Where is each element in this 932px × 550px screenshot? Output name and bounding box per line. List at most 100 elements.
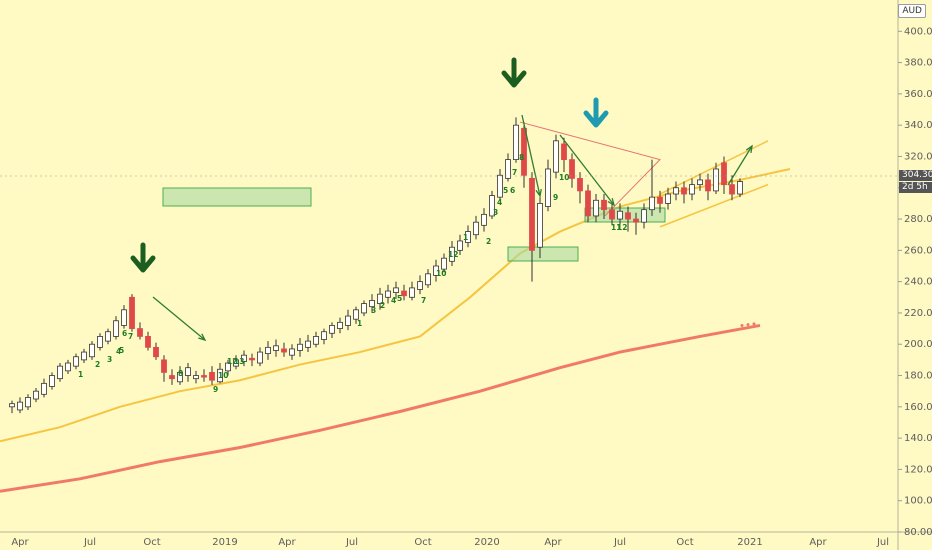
candle xyxy=(529,177,535,251)
support-zone-box xyxy=(507,246,579,262)
count-label: 4 xyxy=(116,347,121,356)
time-tick-label: Apr xyxy=(809,537,827,548)
price-tick-label: 360.00 xyxy=(904,89,932,100)
candle xyxy=(209,371,215,381)
candle xyxy=(9,403,15,408)
candle xyxy=(281,348,287,353)
candle xyxy=(409,287,415,298)
candle xyxy=(57,365,63,380)
candle xyxy=(649,196,655,211)
count-label: 8 xyxy=(519,153,524,162)
count-label: 12 xyxy=(617,223,627,232)
channel-lower-line xyxy=(659,183,769,228)
candle xyxy=(33,390,39,400)
candle xyxy=(441,257,447,270)
candle xyxy=(121,309,127,326)
trend-arrow-head xyxy=(745,144,753,154)
price-tick-label: 80.00 xyxy=(904,527,932,538)
candle xyxy=(49,375,55,387)
count-label: 2 xyxy=(486,237,491,246)
count-label: 3 xyxy=(371,306,376,315)
count-label: 5 xyxy=(119,346,124,355)
candle xyxy=(153,346,159,358)
count-label: 11 xyxy=(611,223,621,232)
count-label: 2 xyxy=(95,360,100,369)
candle xyxy=(249,357,255,361)
candle xyxy=(321,331,327,340)
candle xyxy=(457,240,463,251)
count-label: 3 xyxy=(107,355,112,364)
currency-badge[interactable]: AUD xyxy=(898,4,926,18)
candle xyxy=(225,362,231,372)
price-tick-label: 400.00 xyxy=(904,26,932,37)
time-tick-label: Jul xyxy=(83,537,96,548)
candle xyxy=(641,209,647,223)
price-tick-label: 100.00 xyxy=(904,496,932,507)
candle xyxy=(721,162,727,186)
candle xyxy=(185,367,191,376)
trend-arrow-head xyxy=(198,333,207,342)
candle xyxy=(177,371,183,383)
candle xyxy=(65,362,71,372)
count-label: 8 xyxy=(178,369,183,378)
count-label: 10 xyxy=(218,371,228,380)
time-tick-label: 2021 xyxy=(737,537,762,548)
candle xyxy=(569,159,575,179)
time-tick-label: 2020 xyxy=(474,537,499,548)
candle xyxy=(713,168,719,192)
time-tick-label: Apr xyxy=(544,537,562,548)
candle xyxy=(665,193,671,204)
candle xyxy=(265,346,271,355)
candle xyxy=(433,265,439,276)
candle xyxy=(465,231,471,243)
price-tick-label: 200.00 xyxy=(904,339,932,350)
candle xyxy=(513,124,519,160)
candle xyxy=(73,356,79,367)
count-label: 4 xyxy=(391,296,396,305)
candle xyxy=(337,321,343,329)
trend-arrow-head xyxy=(535,188,542,198)
candle xyxy=(217,368,223,383)
price-tick-label: 260.00 xyxy=(904,245,932,256)
candle xyxy=(697,179,703,186)
count-label: 2 xyxy=(380,301,385,310)
count-label: 7 xyxy=(512,168,517,177)
candle xyxy=(737,181,743,195)
candle xyxy=(17,401,23,411)
candle xyxy=(369,300,375,308)
down-arrow-icon xyxy=(501,57,527,88)
candle xyxy=(609,209,615,220)
count-label: 5 xyxy=(503,186,508,195)
ma-slow-line xyxy=(0,323,761,493)
price-tick-label: 280.00 xyxy=(904,214,932,225)
candle xyxy=(585,190,591,217)
count-label: 1 xyxy=(357,319,362,328)
time-tick-label: Jul xyxy=(876,537,889,548)
price-tick-label: 180.00 xyxy=(904,371,932,382)
countdown-label: 2d 5h xyxy=(899,182,932,193)
candle xyxy=(521,127,527,176)
trend-arrow xyxy=(521,114,541,197)
candle xyxy=(169,375,175,380)
count-label: 12 xyxy=(448,250,458,259)
candle xyxy=(377,293,383,304)
candle xyxy=(329,325,335,334)
price-tick-label: 160.00 xyxy=(904,402,932,413)
count-label: 10 xyxy=(559,173,569,182)
candle xyxy=(201,375,207,378)
price-tick-label: 340.00 xyxy=(904,120,932,131)
candle xyxy=(81,351,87,361)
candle xyxy=(345,315,351,326)
last-price-label: 304.30 xyxy=(899,170,932,181)
count-label: 7 xyxy=(421,296,426,305)
down-arrow-icon xyxy=(583,97,609,128)
time-tick-label: Jul xyxy=(613,537,626,548)
candle xyxy=(241,354,247,362)
candle xyxy=(393,287,399,294)
count-label: 4 xyxy=(497,198,502,207)
count-label: 6 xyxy=(510,186,515,195)
candle xyxy=(625,212,631,220)
count-label: 7 xyxy=(128,332,133,341)
